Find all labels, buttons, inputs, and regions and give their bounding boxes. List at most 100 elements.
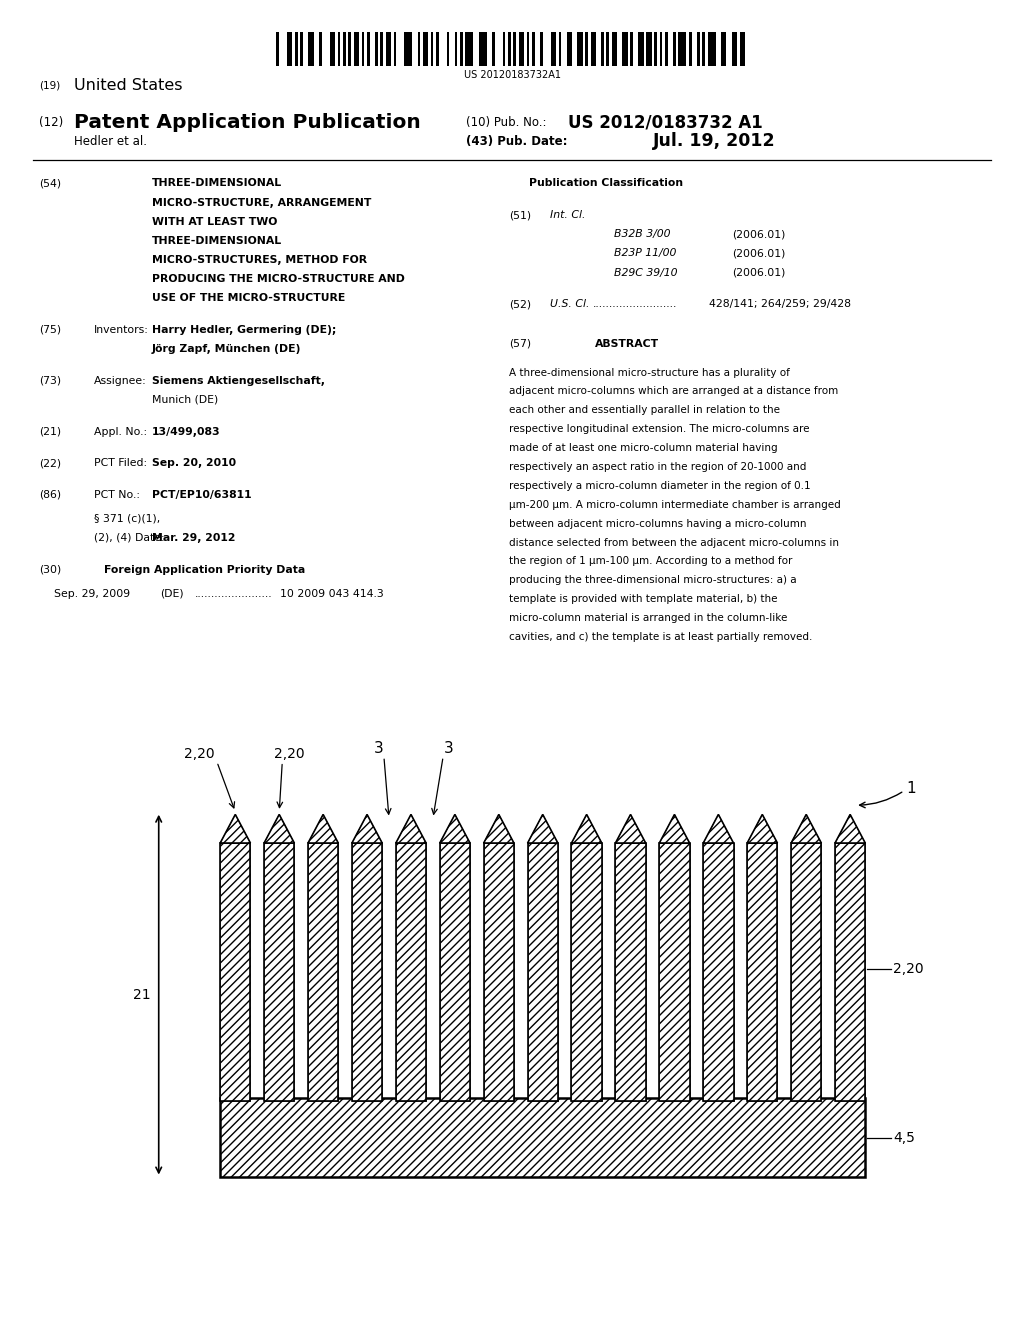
Bar xyxy=(527,843,558,1101)
Bar xyxy=(295,32,298,66)
Bar xyxy=(659,843,689,1101)
Bar xyxy=(731,32,737,66)
Polygon shape xyxy=(703,814,733,843)
Text: Publication Classification: Publication Classification xyxy=(529,178,683,189)
Text: .........................: ......................... xyxy=(593,300,677,309)
Text: PCT/EP10/63811: PCT/EP10/63811 xyxy=(152,490,251,500)
Bar xyxy=(276,32,280,66)
Text: (43) Pub. Date:: (43) Pub. Date: xyxy=(466,135,567,148)
Polygon shape xyxy=(439,814,470,843)
Text: μm-200 μm. A micro-column intermediate chamber is arranged: μm-200 μm. A micro-column intermediate c… xyxy=(509,500,841,510)
Bar xyxy=(558,32,561,66)
Bar xyxy=(703,843,733,1101)
Bar xyxy=(615,843,646,1101)
Bar xyxy=(551,32,556,66)
Bar xyxy=(748,843,777,1101)
Text: (57): (57) xyxy=(509,339,531,348)
Bar xyxy=(375,32,378,66)
Bar xyxy=(436,32,439,66)
Bar xyxy=(352,843,382,1101)
Bar xyxy=(646,32,651,66)
Bar xyxy=(343,32,346,66)
Polygon shape xyxy=(483,814,514,843)
Text: A three-dimensional micro-structure has a plurality of: A three-dimensional micro-structure has … xyxy=(509,367,790,378)
Text: MICRO-STRUCTURES, METHOD FOR: MICRO-STRUCTURES, METHOD FOR xyxy=(152,255,367,265)
Bar xyxy=(606,32,609,66)
Bar xyxy=(439,843,470,1101)
Polygon shape xyxy=(527,814,558,843)
Text: 1: 1 xyxy=(906,780,915,796)
Bar xyxy=(835,843,865,1101)
Text: U.S. Cl.: U.S. Cl. xyxy=(550,300,590,309)
Text: 2,20: 2,20 xyxy=(184,747,215,760)
Polygon shape xyxy=(615,814,646,843)
Bar xyxy=(654,32,657,66)
Bar xyxy=(352,843,382,1101)
Bar xyxy=(566,32,571,66)
Bar xyxy=(493,32,495,66)
Bar xyxy=(396,843,426,1101)
Polygon shape xyxy=(264,814,294,843)
Text: THREE-DIMENSIONAL: THREE-DIMENSIONAL xyxy=(152,236,282,246)
Bar xyxy=(792,843,821,1101)
Bar xyxy=(518,32,524,66)
Text: Munich (DE): Munich (DE) xyxy=(152,395,218,405)
Bar xyxy=(611,32,617,66)
Text: (2006.01): (2006.01) xyxy=(732,248,785,259)
Bar xyxy=(601,32,604,66)
Bar xyxy=(386,32,391,66)
Bar xyxy=(526,32,529,66)
Bar xyxy=(578,32,583,66)
Text: PCT Filed:: PCT Filed: xyxy=(94,458,147,469)
Text: Harry Hedler, Germering (DE);: Harry Hedler, Germering (DE); xyxy=(152,325,336,335)
Bar xyxy=(300,32,303,66)
Text: Int. Cl.: Int. Cl. xyxy=(550,210,586,220)
Bar xyxy=(631,32,633,66)
Text: (19): (19) xyxy=(39,81,60,91)
Text: each other and essentially parallel in relation to the: each other and essentially parallel in r… xyxy=(509,405,780,416)
Text: 3: 3 xyxy=(443,741,454,756)
Text: (51): (51) xyxy=(509,210,531,220)
Text: PCT No.:: PCT No.: xyxy=(94,490,140,500)
Bar xyxy=(348,32,351,66)
Bar xyxy=(503,32,506,66)
Bar xyxy=(287,32,293,66)
Text: .......................: ....................... xyxy=(195,589,272,599)
Bar xyxy=(380,32,383,66)
Bar xyxy=(264,843,294,1101)
Bar xyxy=(483,843,514,1101)
Polygon shape xyxy=(835,814,865,843)
Text: 4,5: 4,5 xyxy=(893,1131,914,1144)
Text: Hedler et al.: Hedler et al. xyxy=(74,135,146,148)
Polygon shape xyxy=(352,814,382,843)
Bar xyxy=(353,32,359,66)
Bar xyxy=(508,32,511,66)
Bar xyxy=(673,32,676,66)
Bar xyxy=(708,32,716,66)
Bar xyxy=(431,32,433,66)
Bar xyxy=(423,32,428,66)
Bar xyxy=(460,32,463,66)
Bar xyxy=(792,843,821,1101)
Text: (54): (54) xyxy=(39,178,61,189)
Bar xyxy=(446,32,450,66)
Text: Patent Application Publication: Patent Application Publication xyxy=(74,114,421,132)
Text: (DE): (DE) xyxy=(160,589,183,599)
Text: (2), (4) Date:: (2), (4) Date: xyxy=(94,533,165,543)
Bar xyxy=(835,843,865,1101)
Bar xyxy=(455,32,458,66)
Text: Assignee:: Assignee: xyxy=(94,376,147,385)
Polygon shape xyxy=(792,814,821,843)
Text: 13/499,083: 13/499,083 xyxy=(152,426,220,437)
Bar xyxy=(479,32,486,66)
Text: (22): (22) xyxy=(39,458,61,469)
Text: template is provided with template material, b) the: template is provided with template mater… xyxy=(509,594,777,605)
Bar xyxy=(220,1098,865,1177)
Text: 21: 21 xyxy=(133,987,151,1002)
Bar xyxy=(702,32,705,66)
Bar xyxy=(531,32,535,66)
Text: distance selected from between the adjacent micro-columns in: distance selected from between the adjac… xyxy=(509,537,839,548)
Text: between adjacent micro-columns having a micro-column: between adjacent micro-columns having a … xyxy=(509,519,807,528)
Text: B29C 39/10: B29C 39/10 xyxy=(614,268,678,277)
Text: the region of 1 μm-100 μm. According to a method for: the region of 1 μm-100 μm. According to … xyxy=(509,556,793,566)
